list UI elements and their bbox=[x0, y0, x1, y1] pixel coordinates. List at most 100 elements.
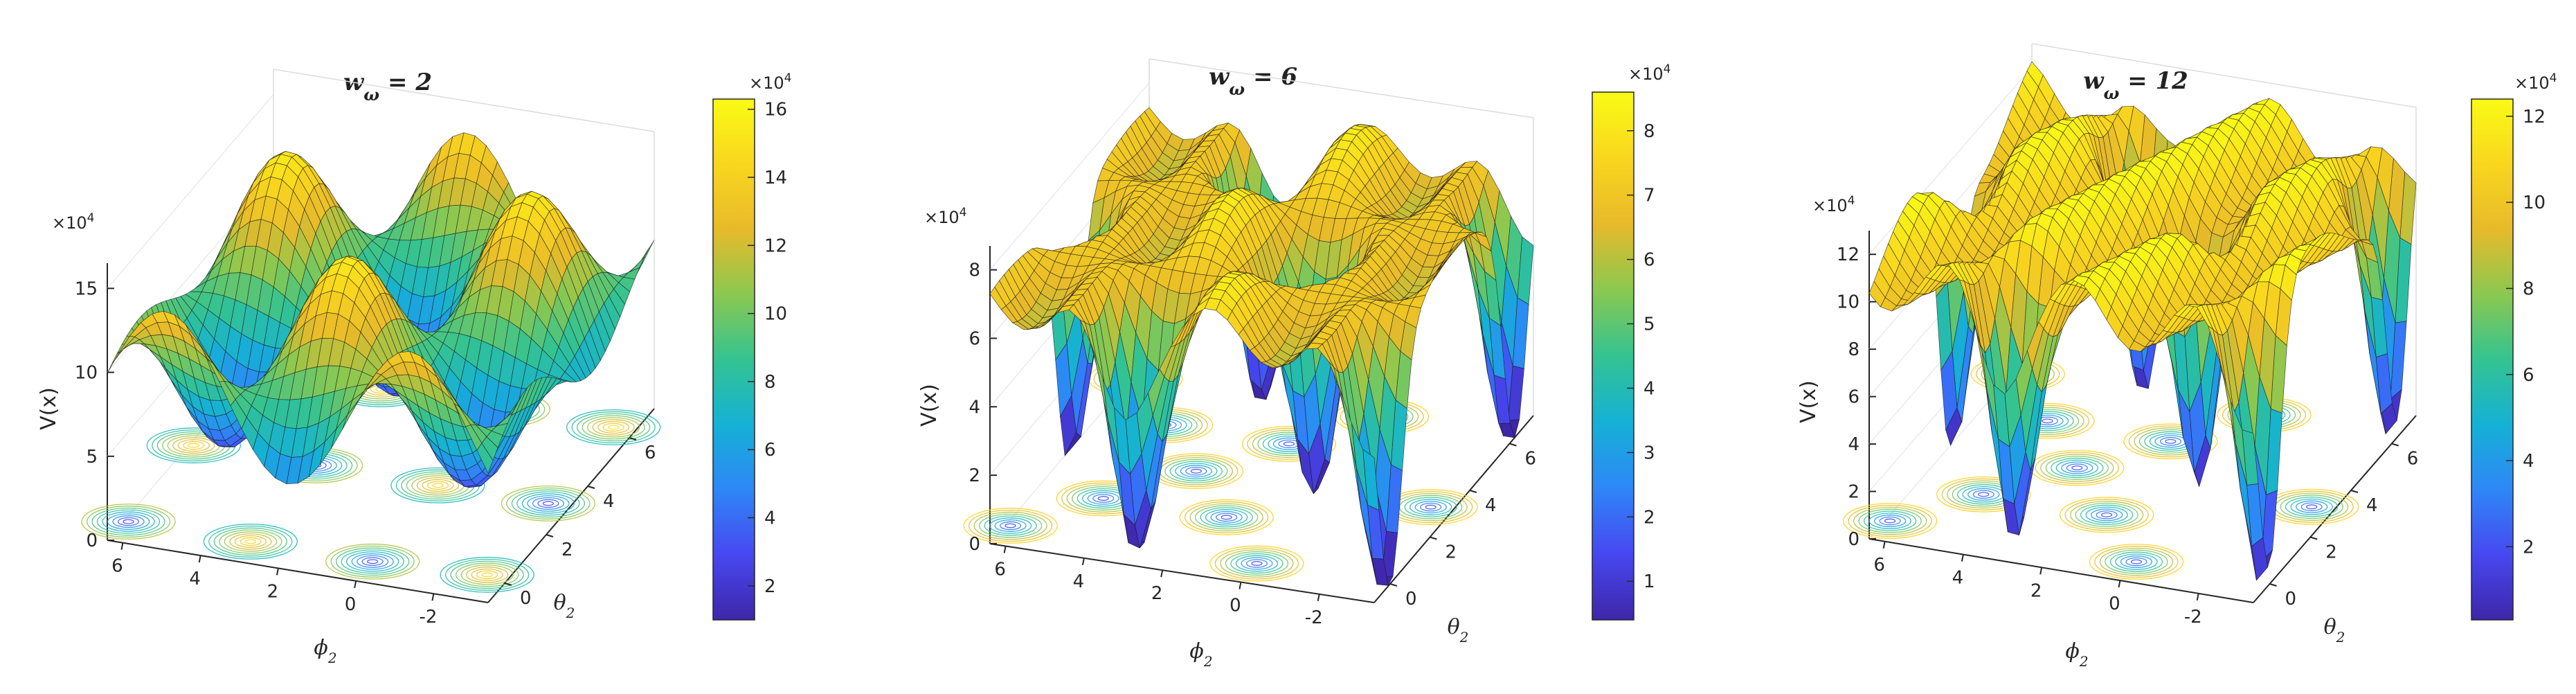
contour-line bbox=[234, 535, 267, 548]
contour-line bbox=[1241, 425, 1337, 462]
contour-line bbox=[440, 557, 534, 593]
contour-line bbox=[2306, 504, 2318, 510]
contour-line bbox=[2071, 465, 2083, 471]
surface-patch bbox=[107, 348, 124, 373]
colorbar-tick-label: 6 bbox=[1643, 250, 1655, 271]
contour-line bbox=[203, 524, 298, 560]
contour-line bbox=[566, 409, 661, 445]
contour-line bbox=[208, 525, 293, 558]
panel-3-z-multiplier: ×104 bbox=[1812, 194, 1855, 215]
z-gridline bbox=[989, 82, 1150, 270]
contour-line bbox=[597, 420, 630, 434]
contour-line bbox=[527, 495, 570, 512]
contour-line bbox=[450, 560, 524, 589]
panel-1-zlabel: V(x) bbox=[37, 387, 61, 430]
contour-line bbox=[1879, 516, 1901, 526]
colorbar-tick-label: 8 bbox=[2523, 278, 2534, 299]
colorbar-tick-label: 10 bbox=[2523, 193, 2546, 213]
panel-3-zlabel: V(x) bbox=[1796, 380, 1821, 423]
contour-line bbox=[2055, 459, 2098, 477]
contour-line bbox=[2264, 488, 2359, 525]
contour-line bbox=[146, 427, 241, 463]
colorbar-tick-label: 4 bbox=[764, 508, 776, 529]
contour-line bbox=[102, 511, 155, 532]
contour-line bbox=[229, 533, 272, 550]
contour-line bbox=[91, 507, 165, 536]
theta-tick-label: 0 bbox=[2285, 589, 2297, 610]
contour-line bbox=[456, 562, 519, 587]
phi-tick-label: 2 bbox=[1151, 583, 1163, 604]
contour-line bbox=[2075, 502, 2138, 527]
contour-line bbox=[2090, 508, 2123, 522]
panel-1-surface bbox=[107, 132, 655, 488]
colorbar-tick-label: 6 bbox=[764, 440, 776, 461]
z-tick-label: 0 bbox=[969, 534, 980, 555]
theta-tick-label: 0 bbox=[520, 588, 532, 609]
contour-line bbox=[1221, 515, 1232, 520]
z-gridline bbox=[1868, 66, 2033, 255]
contour-line bbox=[351, 553, 394, 570]
panel-3-ylabel: θ2 bbox=[2324, 615, 2345, 646]
panel-1-contour bbox=[81, 351, 661, 593]
contour-line bbox=[2165, 438, 2177, 444]
contour-line bbox=[336, 547, 410, 576]
contour-line bbox=[346, 551, 399, 572]
contour-line bbox=[367, 559, 379, 564]
panel-2-z-multiplier: ×104 bbox=[924, 206, 966, 227]
theta-tick-label: 0 bbox=[1405, 589, 1417, 610]
theta-tick bbox=[1430, 536, 1437, 540]
contour-line bbox=[1884, 518, 1896, 524]
contour-line bbox=[2123, 423, 2218, 460]
theta-tick-label: 6 bbox=[645, 443, 656, 463]
panel-1: wω = 2 ×104 V(x) ϕ2 θ2 0510156420-20246 … bbox=[37, 69, 791, 666]
phi-tick-label: -2 bbox=[1305, 607, 1323, 628]
contour-line bbox=[968, 509, 1053, 542]
contour-line bbox=[1389, 491, 1473, 524]
contour-line bbox=[1404, 497, 1457, 517]
contour-line bbox=[999, 521, 1022, 531]
contour-line bbox=[2099, 547, 2174, 576]
contour-line bbox=[1863, 510, 1917, 531]
contour-line bbox=[1190, 468, 1203, 474]
surface-patch bbox=[1868, 281, 1886, 308]
phi-tick bbox=[1882, 541, 1886, 549]
z-tick-label: 6 bbox=[1848, 387, 1859, 408]
contour-line bbox=[1936, 476, 2031, 513]
contour-line bbox=[123, 519, 134, 524]
colorbar-tick-label: 14 bbox=[764, 168, 787, 188]
contour-line bbox=[2159, 437, 2182, 446]
colorbar-tick-label: 16 bbox=[764, 100, 787, 121]
contour-line bbox=[1092, 494, 1115, 503]
phi-tick bbox=[2196, 593, 2199, 601]
panel-3: wω = 12 ×104 V(x) ϕ2 θ2 0246810126420-20… bbox=[1796, 43, 2557, 670]
z-tick-label: 10 bbox=[75, 363, 98, 384]
contour-line bbox=[422, 479, 454, 492]
contour-line bbox=[1283, 441, 1295, 447]
panel-3-colorbar-multiplier: ×104 bbox=[2514, 71, 2557, 93]
contour-line bbox=[2285, 497, 2339, 517]
phi-tick-label: 2 bbox=[2030, 580, 2042, 601]
theta-tick bbox=[1389, 583, 1398, 587]
z-tick-label: 6 bbox=[969, 328, 980, 349]
z-tick-label: 5 bbox=[86, 447, 98, 468]
contour-line bbox=[2115, 553, 2158, 570]
contour-line bbox=[521, 493, 575, 514]
contour-line bbox=[501, 486, 596, 522]
contour-line bbox=[172, 437, 215, 454]
panel-3-xlabel: ϕ2 bbox=[2065, 639, 2088, 670]
back-edge bbox=[2031, 43, 2417, 108]
contour-line bbox=[1420, 502, 1442, 512]
z-tick-label: 0 bbox=[1848, 529, 1859, 550]
contour-line bbox=[325, 543, 420, 580]
contour-line bbox=[1097, 496, 1109, 501]
contour-line bbox=[571, 411, 656, 444]
theta-tick-label: 2 bbox=[1445, 542, 1457, 563]
contour-line bbox=[1175, 463, 1218, 480]
contour-line bbox=[1210, 510, 1243, 524]
contour-line bbox=[1200, 507, 1253, 528]
contour-line bbox=[213, 527, 288, 556]
panel-1-xlabel: ϕ2 bbox=[314, 636, 336, 666]
contour-line bbox=[577, 413, 651, 442]
panel-1-z-multiplier: ×104 bbox=[52, 211, 94, 233]
theta-tick-label: 6 bbox=[2407, 449, 2419, 470]
